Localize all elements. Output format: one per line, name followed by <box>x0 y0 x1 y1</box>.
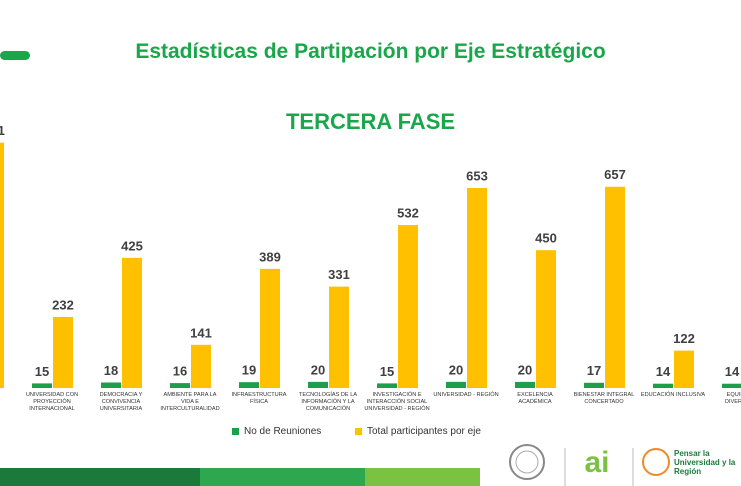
x-tick-label: EXCELENCIA ACADÉMICA <box>517 392 553 405</box>
value-label: 20 <box>518 362 532 377</box>
x-tick-label: UNIVERSIDAD - REGIÓN <box>433 392 499 398</box>
chart-title: Estadísticas de Partipación por Eje Estr… <box>135 40 606 63</box>
logo-mark: ai <box>584 446 609 479</box>
x-tick-label: EDUCACIÓN INCLUSIVA <box>640 392 706 398</box>
logo-seal <box>509 444 545 480</box>
value-label: 15 <box>35 364 49 379</box>
value-label: 17 <box>587 363 601 378</box>
legend-item: No de Reuniones <box>232 426 321 437</box>
legend-label: Total participantes por eje <box>367 426 481 437</box>
value-label: 801 <box>0 123 5 138</box>
bar <box>122 257 142 388</box>
bar <box>32 383 52 388</box>
value-label: 389 <box>259 249 281 264</box>
value-label: 532 <box>397 206 419 221</box>
bar <box>329 286 349 388</box>
value-label: 14 <box>656 364 671 379</box>
logo-seal <box>515 450 539 474</box>
bar <box>674 350 694 388</box>
footer-band <box>0 468 200 486</box>
x-tick-label: DEMOCRACIA Y CONVIVENCIA UNIVERSITARIA <box>99 392 143 412</box>
bar <box>398 225 418 388</box>
bar <box>377 383 397 388</box>
bar <box>605 186 625 388</box>
bar <box>584 382 604 388</box>
logo-text: Pensar la Universidad y la Región <box>674 449 736 476</box>
x-tick-label: INVESTIGACIÓN E INTERACCIÓN SOCIAL UNIVE… <box>364 392 430 412</box>
bar <box>536 250 556 388</box>
x-tick-label: AMBIENTE PARA LA VIDA E INTERCULTURALIDA… <box>160 392 220 412</box>
bar <box>467 188 487 388</box>
accent-dash <box>0 51 30 60</box>
x-tick-label: EQUIDAD Y DIVERSIDAD <box>724 392 741 405</box>
value-label: 20 <box>311 362 325 377</box>
value-label: 232 <box>52 297 74 312</box>
bar <box>101 382 121 388</box>
bar <box>446 381 466 388</box>
bar <box>308 381 328 388</box>
legend-item: Total participantes por eje <box>355 426 481 437</box>
footer-band <box>200 468 365 486</box>
bar <box>53 316 73 388</box>
value-label: 14 <box>725 364 740 379</box>
bar <box>722 383 741 388</box>
logo-icon <box>642 448 670 476</box>
value-label: 15 <box>380 364 394 379</box>
bar <box>260 268 280 388</box>
x-tick-label: UNIVERSIDAD CON PROYECCIÓN INTERNACIONAL <box>25 392 79 412</box>
bar <box>170 383 190 388</box>
bar <box>0 142 4 388</box>
legend-label: No de Reuniones <box>244 426 322 437</box>
bar <box>191 344 211 388</box>
value-label: 18 <box>104 363 118 378</box>
x-tick-label: BIENESTAR INTEGRAL CONCERTADO <box>573 392 635 405</box>
legend-swatch <box>232 427 239 435</box>
x-tick-label: INFRAESTRUCTURA FÍSICA <box>231 392 287 405</box>
bar <box>515 381 535 388</box>
value-label: 141 <box>190 325 212 340</box>
footer-band <box>365 468 480 486</box>
bar <box>653 383 673 388</box>
x-tick-label: TECNOLOGÍAS DE LA INFORMACIÓN Y LA COMUN… <box>298 392 358 412</box>
value-label: 450 <box>535 231 557 246</box>
value-label: 20 <box>449 362 463 377</box>
legend-swatch <box>355 427 362 435</box>
value-label: 16 <box>173 364 187 379</box>
value-label: 122 <box>673 331 695 346</box>
value-label: 425 <box>121 238 143 253</box>
value-label: 657 <box>604 167 626 182</box>
value-label: 331 <box>328 267 350 282</box>
chart-subtitle: TERCERA FASE <box>285 109 456 134</box>
bar <box>239 382 259 388</box>
value-label: 19 <box>242 363 256 378</box>
value-label: 653 <box>466 168 488 183</box>
